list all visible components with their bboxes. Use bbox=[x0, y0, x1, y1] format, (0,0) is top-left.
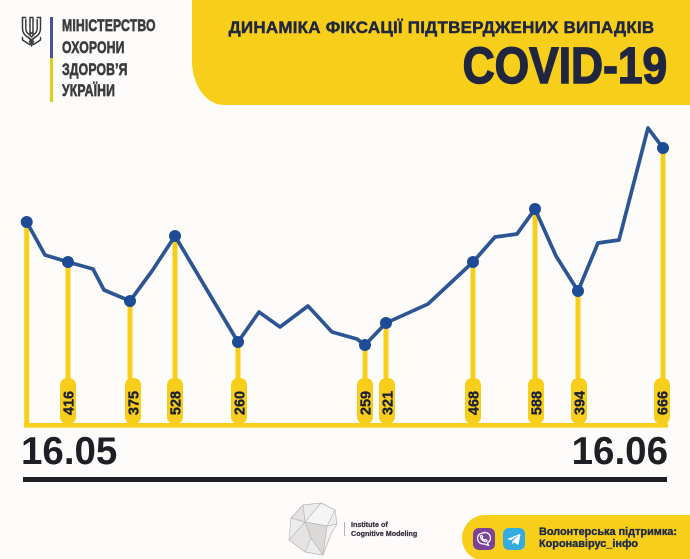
svg-text:528: 528 bbox=[169, 391, 185, 415]
svg-text:260: 260 bbox=[233, 391, 249, 415]
svg-text:468: 468 bbox=[467, 391, 483, 415]
svg-text:588: 588 bbox=[530, 391, 546, 415]
svg-text:259: 259 bbox=[359, 391, 375, 415]
svg-text:321: 321 bbox=[381, 391, 397, 415]
svg-text:375: 375 bbox=[127, 391, 143, 415]
svg-text:416: 416 bbox=[62, 391, 78, 415]
svg-text:666: 666 bbox=[656, 391, 672, 415]
svg-text:394: 394 bbox=[573, 391, 589, 415]
